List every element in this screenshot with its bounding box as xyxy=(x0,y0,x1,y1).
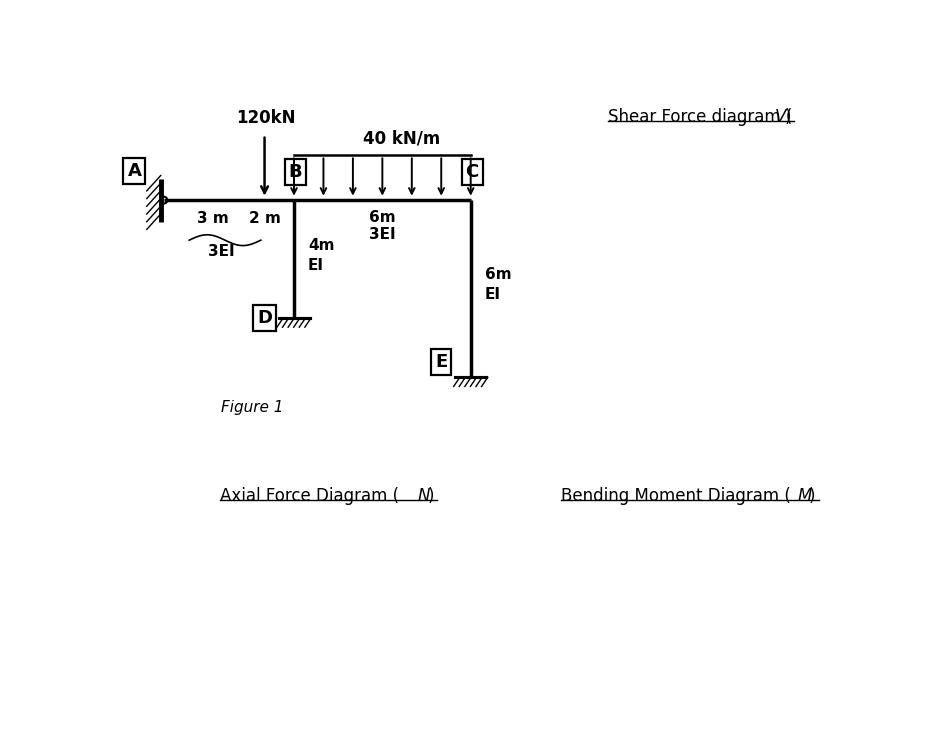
Text: Bending Moment Diagram (: Bending Moment Diagram ( xyxy=(561,488,791,505)
Text: EI: EI xyxy=(484,287,501,303)
Text: Figure 1: Figure 1 xyxy=(221,400,283,415)
Text: ): ) xyxy=(808,488,815,505)
Text: 120kN: 120kN xyxy=(236,109,295,127)
Text: V: V xyxy=(774,107,786,126)
Text: C: C xyxy=(466,164,479,181)
Text: 6m: 6m xyxy=(484,268,511,282)
Text: 3EI: 3EI xyxy=(369,227,395,242)
Text: 40 kN/m: 40 kN/m xyxy=(363,130,441,148)
Text: D: D xyxy=(257,309,272,327)
Text: N: N xyxy=(418,488,431,505)
Text: B: B xyxy=(289,164,303,181)
Text: Axial Force Diagram (: Axial Force Diagram ( xyxy=(220,488,399,505)
Text: 6m: 6m xyxy=(369,210,395,224)
Text: Shear Force diagram (: Shear Force diagram ( xyxy=(607,107,792,126)
Text: 4m: 4m xyxy=(308,238,334,253)
Text: EI: EI xyxy=(308,258,324,273)
Text: ): ) xyxy=(784,107,791,126)
Text: A: A xyxy=(128,162,142,180)
Text: E: E xyxy=(435,353,447,371)
Text: ): ) xyxy=(428,488,434,505)
Text: 3EI: 3EI xyxy=(207,243,234,259)
Text: 3 m: 3 m xyxy=(197,211,229,226)
Text: M: M xyxy=(798,488,812,505)
Text: 2 m: 2 m xyxy=(249,211,282,226)
